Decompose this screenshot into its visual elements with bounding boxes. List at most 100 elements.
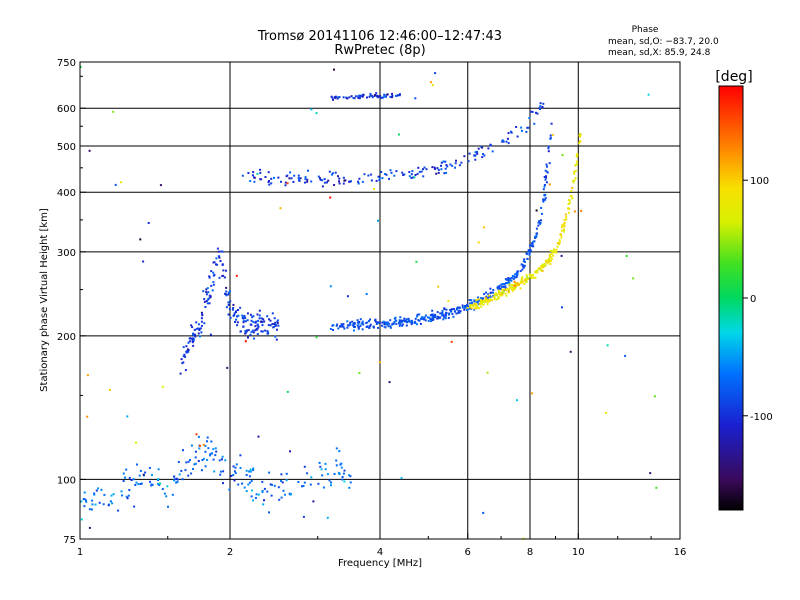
echo-point xyxy=(270,177,273,180)
echo-point xyxy=(401,324,403,327)
noise-point xyxy=(341,478,344,481)
echo-point xyxy=(256,313,259,316)
noise-point xyxy=(606,344,609,347)
noise-point xyxy=(431,84,434,87)
echo-point xyxy=(526,276,529,279)
echo-point xyxy=(181,478,184,481)
y-tick-label: 500 xyxy=(57,142,76,153)
echo-point xyxy=(91,499,94,502)
echo-point xyxy=(244,320,247,323)
echo-point xyxy=(544,169,547,172)
echo-point xyxy=(232,303,235,306)
echo-point xyxy=(408,320,411,323)
echo-point xyxy=(356,319,359,322)
echo-point xyxy=(535,234,538,237)
echo-point xyxy=(190,472,193,475)
echo-point xyxy=(304,181,306,184)
echo-point xyxy=(246,319,249,322)
echo-point xyxy=(353,322,356,325)
echo-point xyxy=(330,484,332,487)
echo-point xyxy=(528,273,531,276)
echo-point xyxy=(475,306,478,309)
echo-point xyxy=(83,491,86,494)
echo-point xyxy=(495,292,497,295)
echo-point xyxy=(250,319,253,322)
echo-point xyxy=(357,327,360,330)
echo-point xyxy=(497,297,500,300)
echo-point xyxy=(519,281,522,284)
echo-point xyxy=(253,176,256,179)
echo-point xyxy=(529,248,531,251)
echo-point xyxy=(175,477,178,480)
echo-point xyxy=(280,480,282,482)
echo-point xyxy=(544,264,547,267)
echo-point xyxy=(541,106,544,109)
echo-point xyxy=(232,307,235,309)
echo-point xyxy=(309,483,312,486)
noise-point xyxy=(161,385,164,388)
echo-point xyxy=(204,306,207,308)
echo-point xyxy=(422,318,425,321)
echo-point xyxy=(205,300,208,302)
x-tick-label: 16 xyxy=(674,547,687,558)
echo-point xyxy=(210,440,213,443)
echo-point xyxy=(249,468,252,471)
echo-point xyxy=(541,263,544,266)
echo-point xyxy=(418,170,421,173)
echo-point xyxy=(191,326,194,329)
echo-point xyxy=(173,475,176,478)
echo-point xyxy=(501,139,504,142)
echo-point xyxy=(206,302,209,305)
echo-point xyxy=(402,174,405,176)
echo-point xyxy=(574,169,577,172)
echo-point xyxy=(363,173,366,176)
echo-point xyxy=(524,278,527,281)
echo-point xyxy=(357,95,360,98)
echo-point xyxy=(297,176,300,179)
echo-point xyxy=(280,496,283,499)
echo-point xyxy=(356,321,359,324)
echo-point xyxy=(270,182,273,185)
echo-point xyxy=(157,482,159,485)
noise-point xyxy=(414,97,417,100)
echo-point xyxy=(211,289,214,292)
echo-point xyxy=(503,285,506,288)
echo-point xyxy=(234,321,236,323)
colorbar-label: [deg] xyxy=(715,69,752,85)
echo-point xyxy=(150,483,153,486)
echo-point xyxy=(320,468,323,471)
echo-point xyxy=(260,317,263,320)
noise-point xyxy=(569,350,572,353)
noise-point xyxy=(244,340,247,343)
echo-point xyxy=(538,220,541,223)
echo-point xyxy=(523,279,526,282)
noise-point xyxy=(377,219,379,222)
echo-point xyxy=(444,317,447,320)
echo-point xyxy=(499,287,502,290)
echo-point xyxy=(430,318,433,321)
echo-point xyxy=(564,213,567,216)
echo-point xyxy=(358,320,361,323)
echo-point xyxy=(418,319,421,322)
echo-point xyxy=(219,473,222,476)
echo-point xyxy=(509,277,512,280)
echo-point xyxy=(227,303,230,306)
echo-point xyxy=(194,335,197,338)
echo-point xyxy=(195,321,198,324)
echo-point xyxy=(451,308,453,311)
echo-point xyxy=(321,474,324,477)
echo-point xyxy=(391,96,393,99)
echo-point xyxy=(474,151,477,154)
echo-point xyxy=(481,146,484,149)
echo-point xyxy=(227,313,230,316)
echo-point xyxy=(138,474,141,477)
echo-point xyxy=(218,256,221,259)
echo-point xyxy=(182,355,185,358)
echo-point xyxy=(457,311,460,314)
echo-point xyxy=(401,319,404,322)
echo-point xyxy=(468,152,471,155)
echo-point xyxy=(499,294,502,297)
echo-point xyxy=(468,299,471,302)
echo-point xyxy=(217,250,220,253)
echo-point xyxy=(199,327,202,330)
